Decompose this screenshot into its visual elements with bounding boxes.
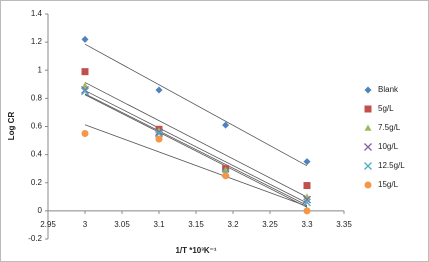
marker bbox=[81, 130, 89, 138]
trendline bbox=[84, 90, 308, 204]
trendline bbox=[84, 94, 308, 208]
marker bbox=[155, 86, 163, 94]
legend-label: 10g/L bbox=[378, 142, 399, 151]
x-tick-label: 3.1 bbox=[153, 220, 165, 229]
y-tick-label: 0.6 bbox=[31, 122, 43, 131]
legend-label: 15g/L bbox=[378, 180, 399, 189]
y-tick-label: 1 bbox=[38, 65, 43, 74]
x-axis-label: 1/T *10³K⁻¹ bbox=[175, 246, 216, 255]
y-tick-label: 0.8 bbox=[31, 93, 43, 102]
x-tick-label: 3 bbox=[83, 220, 88, 229]
legend-marker bbox=[364, 181, 372, 189]
marker bbox=[155, 128, 163, 137]
x-tick-label: 2.95 bbox=[40, 220, 56, 229]
trendline bbox=[84, 124, 308, 207]
marker bbox=[303, 198, 311, 207]
x-tick-label: 3.2 bbox=[227, 220, 239, 229]
marker bbox=[155, 135, 163, 143]
marker bbox=[81, 68, 89, 76]
x-tick-label: 3.15 bbox=[188, 220, 204, 229]
legend-label: Blank bbox=[378, 85, 399, 94]
legend-marker bbox=[364, 105, 372, 113]
marker bbox=[81, 87, 89, 96]
x-tick-label: 3.35 bbox=[336, 220, 352, 229]
legend-marker bbox=[364, 86, 372, 94]
marker bbox=[222, 121, 230, 129]
y-tick-label: -0.2 bbox=[28, 234, 42, 243]
legend-label: 7.5g/L bbox=[378, 123, 401, 132]
legend-marker bbox=[364, 162, 372, 170]
marker bbox=[81, 85, 89, 94]
marker bbox=[81, 35, 89, 43]
y-tick-label: 0 bbox=[38, 206, 43, 215]
legend-marker bbox=[364, 124, 372, 131]
marker bbox=[222, 172, 230, 180]
marker bbox=[303, 182, 311, 190]
y-axis-label: Log CR bbox=[7, 112, 16, 141]
x-tick-label: 3.25 bbox=[262, 220, 278, 229]
x-tick-label: 3.3 bbox=[301, 220, 313, 229]
marker bbox=[303, 158, 311, 166]
y-tick-label: 0.4 bbox=[31, 150, 43, 159]
y-tick-label: 1.4 bbox=[31, 9, 43, 18]
trendline bbox=[84, 93, 308, 206]
marker bbox=[303, 207, 311, 215]
trendline bbox=[84, 82, 308, 198]
marker bbox=[155, 129, 163, 138]
legend-label: 5g/L bbox=[378, 104, 394, 113]
y-tick-label: 1.2 bbox=[31, 37, 43, 46]
x-tick-label: 3.05 bbox=[114, 220, 130, 229]
y-tick-label: 0.2 bbox=[31, 178, 43, 187]
legend-label: 12.5g/L bbox=[378, 161, 405, 170]
legend-marker bbox=[364, 143, 372, 151]
marker bbox=[81, 82, 89, 89]
trendline bbox=[84, 43, 308, 167]
marker bbox=[303, 195, 311, 204]
